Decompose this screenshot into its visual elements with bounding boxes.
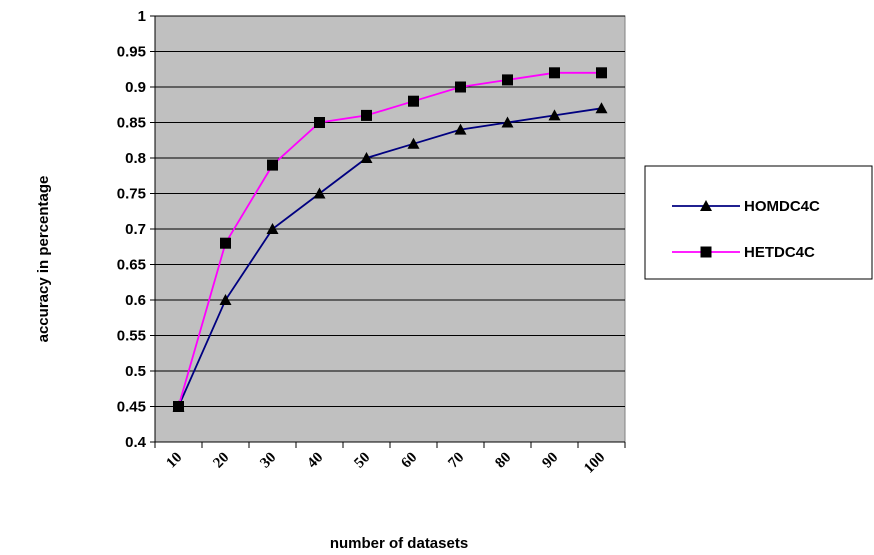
gridlines <box>155 15 625 407</box>
legend-marker <box>700 246 712 258</box>
y-tick-label: 0.85 <box>117 115 146 132</box>
x-axis-ticks: 10 20 30 40 50 60 70 80 90 100 <box>154 442 626 477</box>
square-marker <box>267 159 278 171</box>
y-tick-label: 0.7 <box>125 221 146 238</box>
series-line <box>177 71 602 407</box>
x-tick-label: 90 <box>539 450 561 472</box>
triangle-marker <box>360 152 373 163</box>
square-marker <box>549 67 560 79</box>
square-marker <box>596 67 607 79</box>
series <box>172 67 608 412</box>
legend-entry: HETDC4C <box>672 244 815 261</box>
triangle-marker <box>454 123 467 135</box>
series-line <box>177 107 602 407</box>
series-hetdc4c <box>173 67 607 412</box>
square-marker <box>408 95 419 107</box>
y-tick-label: 0.8 <box>125 150 146 167</box>
x-tick-label: 10 <box>163 450 185 472</box>
series-homdc4c <box>172 102 608 412</box>
triangle-marker <box>595 102 608 114</box>
y-axis-title: accuracy in percentage <box>35 176 52 343</box>
x-tick-label: 70 <box>445 450 467 472</box>
triangle-marker <box>548 109 561 121</box>
legend-entry: HOMDC4C <box>672 198 820 215</box>
triangle-marker <box>407 137 420 149</box>
x-tick-label: 60 <box>398 450 420 472</box>
legend-label: HOMDC4C <box>744 198 820 215</box>
x-axis-title: number of datasets <box>330 535 468 552</box>
y-tick-label: 0.4 <box>125 434 147 451</box>
triangle-marker <box>501 116 514 128</box>
square-marker <box>220 237 231 249</box>
legend-box <box>644 165 873 280</box>
legend-label: HETDC4C <box>744 244 815 261</box>
x-tick-label: 30 <box>257 450 279 472</box>
y-tick-label: 0.55 <box>117 328 146 345</box>
x-tick-label: 80 <box>492 450 514 472</box>
square-marker <box>502 74 513 86</box>
y-tick-label: 0.6 <box>125 292 146 309</box>
x-tick-label: 20 <box>210 450 232 472</box>
y-tick-label: 0.95 <box>117 44 146 61</box>
triangle-marker <box>266 223 279 234</box>
y-tick-label: 0.9 <box>125 79 146 96</box>
square-marker <box>314 117 325 128</box>
y-tick-label: 1 <box>138 8 146 25</box>
square-marker <box>361 109 372 121</box>
y-tick-label: 0.45 <box>117 399 146 416</box>
square-marker <box>455 81 466 93</box>
triangle-marker <box>313 187 326 199</box>
y-tick-label: 0.5 <box>125 363 146 380</box>
y-axis-ticks: 0.4 0.45 0.5 0.55 0.6 0.65 0.7 0.75 0.8 0.85 0.9 0.… <box>117 8 155 451</box>
legend: HOMDC4C HETDC4C <box>644 165 873 280</box>
x-tick-label: 50 <box>351 450 373 472</box>
y-tick-label: 0.75 <box>117 186 146 203</box>
triangle-marker <box>219 294 232 305</box>
x-tick-label: 100 <box>581 450 608 477</box>
y-tick-label: 0.65 <box>117 257 146 274</box>
legend-marker <box>700 200 712 211</box>
x-tick-label: 40 <box>304 450 326 472</box>
square-marker <box>173 401 184 412</box>
